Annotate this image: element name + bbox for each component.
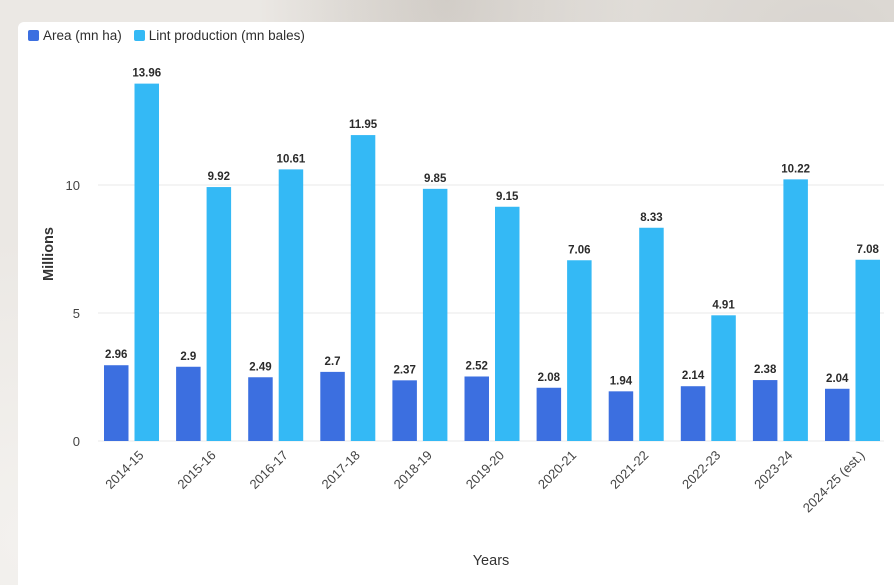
bar-area[interactable] — [176, 366, 201, 441]
bar-lint-production[interactable] — [422, 188, 448, 441]
data-label-area: 2.49 — [249, 361, 271, 373]
bar-area[interactable] — [392, 380, 417, 441]
bar-lint-production[interactable] — [206, 187, 232, 441]
chart-legend: Area (mn ha) Lint production (mn bales) — [28, 28, 317, 43]
data-label-lint-production: 10.61 — [277, 153, 306, 165]
data-label-lint-production: 8.33 — [640, 212, 662, 224]
legend-label-area: Area (mn ha) — [43, 28, 122, 43]
bar-area[interactable] — [104, 365, 129, 441]
data-label-area: 1.94 — [610, 375, 633, 387]
x-tick-label: 2024-25 (est.) — [800, 448, 868, 516]
chart-card: Area (mn ha) Lint production (mn bales) — [18, 22, 894, 585]
bar-area[interactable] — [464, 376, 490, 441]
bar-lint-production[interactable] — [711, 315, 736, 441]
x-tick-label: 2022-23 — [679, 448, 723, 492]
legend-swatch-lint-production — [133, 30, 145, 41]
x-tick-label: 2014-15 — [102, 448, 146, 492]
x-axis-ticks: 2014-15 2015-16 2016-17 2017-18 2018-19 2019-… — [102, 448, 867, 516]
bar-lint-production[interactable] — [350, 135, 376, 441]
bar-area[interactable] — [608, 391, 634, 441]
data-label-lint-production: 9.15 — [496, 191, 519, 203]
bar-lint-production[interactable] — [783, 179, 808, 442]
data-label-area: 2.14 — [682, 370, 705, 382]
data-label-lint-production: 9.85 — [424, 173, 447, 185]
bar-area[interactable] — [536, 387, 562, 441]
x-tick-label: 2020-21 — [535, 448, 579, 492]
data-label-area: 2.08 — [538, 372, 561, 384]
data-label-lint-production: 7.06 — [568, 244, 590, 256]
data-label-area: 2.96 — [105, 349, 127, 361]
data-label-area: 2.9 — [180, 351, 196, 363]
y-tick-label: 5 — [73, 306, 80, 321]
data-label-area: 2.04 — [826, 373, 849, 385]
x-tick-label: 2017-18 — [319, 448, 363, 492]
bar-area[interactable] — [320, 371, 345, 441]
bar-lint-production[interactable] — [278, 169, 304, 441]
x-tick-label: 2019-20 — [463, 448, 507, 492]
bar-area[interactable] — [680, 386, 706, 441]
bar-area[interactable] — [248, 377, 273, 441]
data-label-lint-production: 13.96 — [132, 68, 161, 80]
data-labels: 2.96 13.96 2.9 9.92 2.49 10.61 2.7 11.95 2.37 9.8… — [105, 68, 879, 388]
data-label-lint-production: 11.95 — [349, 119, 378, 131]
bar-lint-production[interactable] — [855, 259, 881, 441]
data-label-lint-production: 7.08 — [857, 244, 880, 256]
x-tick-label: 2021-22 — [607, 448, 651, 492]
bars — [104, 83, 881, 442]
data-label-lint-production: 4.91 — [712, 299, 735, 311]
data-label-area: 2.38 — [754, 364, 777, 376]
data-label-lint-production: 9.92 — [208, 171, 230, 183]
legend-item-area[interactable]: Area (mn ha) — [28, 28, 122, 43]
y-tick-label: 0 — [73, 434, 80, 449]
y-tick-label: 10 — [66, 178, 80, 193]
legend-swatch-area — [28, 30, 39, 41]
x-tick-label: 2015-16 — [174, 448, 218, 492]
bar-lint-production[interactable] — [134, 83, 160, 442]
x-axis-title: Years — [473, 553, 510, 569]
data-label-area: 2.37 — [393, 364, 415, 376]
bar-lint-production[interactable] — [639, 227, 664, 441]
y-axis-title: Millions — [41, 227, 57, 281]
bar-area[interactable] — [825, 388, 850, 441]
bar-lint-production[interactable] — [567, 260, 592, 441]
y-axis-ticks: 0 5 10 — [66, 178, 80, 449]
data-label-area: 2.7 — [325, 356, 341, 368]
data-label-area: 2.52 — [466, 360, 488, 372]
bar-lint-production[interactable] — [495, 206, 520, 441]
legend-label-lint-production: Lint production (mn bales) — [148, 28, 305, 43]
x-tick-label: 2018-19 — [391, 448, 435, 492]
legend-item-lint-production[interactable]: Lint production (mn bales) — [133, 28, 305, 43]
x-tick-label: 2016-17 — [246, 448, 290, 492]
x-tick-label: 2023-24 — [751, 448, 795, 492]
bar-area[interactable] — [752, 380, 778, 441]
data-label-lint-production: 10.22 — [781, 163, 810, 175]
